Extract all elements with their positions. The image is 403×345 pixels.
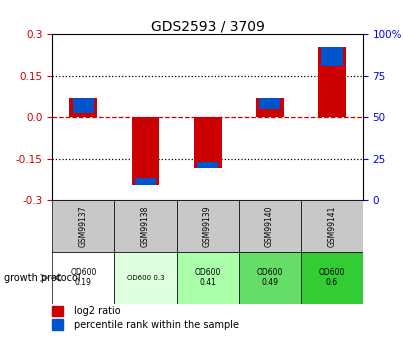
- Bar: [301, 252, 363, 304]
- Bar: [135, 178, 156, 185]
- Bar: [318, 47, 346, 117]
- Bar: [193, 117, 222, 168]
- Bar: [177, 252, 239, 304]
- Title: GDS2593 / 3709: GDS2593 / 3709: [151, 19, 264, 33]
- Text: OD600
0.49: OD600 0.49: [256, 268, 283, 287]
- Text: GSM99138: GSM99138: [141, 205, 150, 247]
- Bar: [52, 319, 63, 330]
- Bar: [52, 200, 114, 252]
- Bar: [177, 200, 239, 252]
- Bar: [131, 117, 160, 185]
- Bar: [239, 200, 301, 252]
- Bar: [114, 252, 177, 304]
- Text: OD600 0.3: OD600 0.3: [127, 275, 164, 281]
- Text: GSM99139: GSM99139: [203, 205, 212, 247]
- Bar: [321, 47, 343, 66]
- Text: growth protocol: growth protocol: [4, 273, 81, 283]
- Bar: [197, 162, 218, 168]
- Bar: [301, 200, 363, 252]
- Text: percentile rank within the sample: percentile rank within the sample: [74, 319, 239, 329]
- Bar: [256, 98, 284, 117]
- Bar: [73, 98, 94, 113]
- Text: OD600
0.41: OD600 0.41: [194, 268, 221, 287]
- Bar: [69, 98, 98, 117]
- Text: log2 ratio: log2 ratio: [74, 306, 121, 316]
- Bar: [52, 252, 114, 304]
- Text: GSM99137: GSM99137: [79, 205, 88, 247]
- Bar: [52, 306, 63, 316]
- Bar: [259, 98, 280, 109]
- Bar: [114, 200, 177, 252]
- Text: GSM99141: GSM99141: [327, 205, 336, 247]
- Text: OD600
0.19: OD600 0.19: [70, 268, 97, 287]
- Text: OD600
0.6: OD600 0.6: [318, 268, 345, 287]
- Bar: [239, 252, 301, 304]
- Text: GSM99140: GSM99140: [265, 205, 274, 247]
